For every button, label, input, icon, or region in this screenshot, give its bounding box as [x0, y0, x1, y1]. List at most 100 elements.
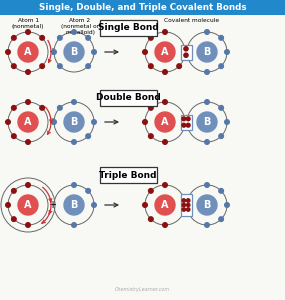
Circle shape [64, 195, 84, 215]
Text: B: B [203, 200, 211, 210]
Text: Covalent molecule: Covalent molecule [164, 18, 219, 23]
Text: Single Bond: Single Bond [98, 23, 158, 32]
Circle shape [186, 203, 190, 207]
Text: Atom 1
(nonmetal): Atom 1 (nonmetal) [12, 18, 44, 29]
Text: A: A [24, 200, 32, 210]
Circle shape [58, 106, 62, 110]
FancyBboxPatch shape [99, 20, 156, 36]
Circle shape [184, 47, 188, 51]
Circle shape [219, 64, 223, 68]
Circle shape [12, 134, 16, 138]
Circle shape [26, 183, 30, 187]
Circle shape [182, 199, 186, 202]
Circle shape [197, 112, 217, 132]
Circle shape [12, 189, 16, 193]
Circle shape [182, 203, 186, 207]
Circle shape [205, 223, 209, 227]
Text: Atom 2
(nonmetal or
metalloid): Atom 2 (nonmetal or metalloid) [61, 18, 99, 35]
Text: A: A [24, 117, 32, 127]
Circle shape [18, 112, 38, 132]
Circle shape [72, 100, 76, 104]
Circle shape [143, 50, 147, 54]
Circle shape [163, 30, 167, 34]
Circle shape [163, 100, 167, 104]
Circle shape [225, 120, 229, 124]
Circle shape [6, 50, 10, 54]
Circle shape [86, 64, 90, 68]
Circle shape [219, 36, 223, 40]
Circle shape [72, 223, 76, 227]
Circle shape [12, 36, 16, 40]
Circle shape [58, 36, 62, 40]
Circle shape [163, 70, 167, 74]
Circle shape [86, 134, 90, 138]
Circle shape [219, 189, 223, 193]
Circle shape [155, 195, 175, 215]
Circle shape [143, 203, 147, 207]
Circle shape [186, 123, 190, 127]
Text: +: + [48, 47, 56, 57]
Text: A: A [24, 47, 32, 57]
Text: ChemistryLearner.com: ChemistryLearner.com [115, 287, 170, 292]
Circle shape [72, 183, 76, 187]
Circle shape [86, 36, 90, 40]
Circle shape [52, 120, 56, 124]
Circle shape [26, 70, 30, 74]
Circle shape [184, 53, 188, 57]
Text: Single, Double, and Triple Covalent Bonds: Single, Double, and Triple Covalent Bond… [39, 3, 246, 12]
Circle shape [177, 64, 182, 68]
Circle shape [155, 42, 175, 62]
Circle shape [205, 140, 209, 144]
Circle shape [148, 134, 153, 138]
Circle shape [40, 106, 44, 110]
Circle shape [219, 134, 223, 138]
Circle shape [182, 123, 186, 127]
Circle shape [205, 70, 209, 74]
Text: +: + [48, 200, 56, 210]
Circle shape [163, 223, 167, 227]
Circle shape [205, 183, 209, 187]
Circle shape [52, 50, 56, 54]
FancyBboxPatch shape [99, 167, 156, 183]
Circle shape [186, 208, 190, 211]
Circle shape [72, 30, 76, 34]
Circle shape [163, 140, 167, 144]
Text: A: A [161, 47, 169, 57]
Circle shape [26, 223, 30, 227]
Text: B: B [70, 200, 78, 210]
Circle shape [18, 195, 38, 215]
FancyBboxPatch shape [0, 0, 285, 15]
Circle shape [12, 64, 16, 68]
Circle shape [18, 42, 38, 62]
Circle shape [219, 217, 223, 221]
Circle shape [40, 36, 44, 40]
Circle shape [148, 64, 153, 68]
Circle shape [26, 30, 30, 34]
Circle shape [219, 106, 223, 110]
Circle shape [92, 203, 96, 207]
FancyBboxPatch shape [99, 90, 156, 106]
Text: B: B [70, 47, 78, 57]
Circle shape [205, 100, 209, 104]
Circle shape [225, 50, 229, 54]
Circle shape [163, 183, 167, 187]
Circle shape [148, 36, 153, 40]
Circle shape [186, 117, 190, 121]
Text: B: B [203, 47, 211, 57]
Text: +: + [48, 117, 56, 127]
Circle shape [197, 42, 217, 62]
Circle shape [6, 203, 10, 207]
Circle shape [155, 112, 175, 132]
Circle shape [72, 140, 76, 144]
Circle shape [197, 195, 217, 215]
Circle shape [182, 208, 186, 211]
Circle shape [58, 64, 62, 68]
Circle shape [143, 120, 147, 124]
Circle shape [12, 106, 16, 110]
Circle shape [92, 50, 96, 54]
Circle shape [186, 199, 190, 202]
Text: Double Bond: Double Bond [96, 94, 160, 103]
Circle shape [64, 42, 84, 62]
FancyBboxPatch shape [180, 115, 192, 130]
Circle shape [205, 30, 209, 34]
